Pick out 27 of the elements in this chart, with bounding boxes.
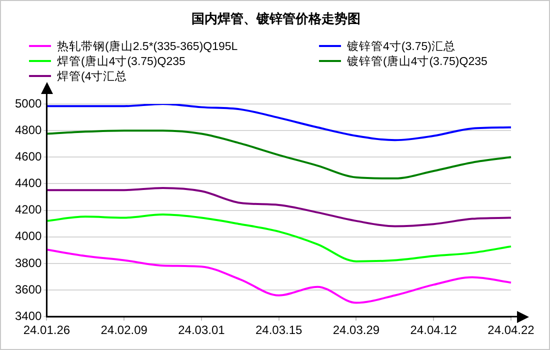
legend-label: 热轧带钢(唐山2.5*(335-365)Q195L [57, 39, 238, 54]
y-tick-label: 4200 [14, 202, 42, 217]
line-series [46, 248, 512, 304]
x-tick-label: 24.02.09 [100, 323, 148, 338]
line-series [46, 214, 512, 262]
y-tick-label: 3400 [14, 308, 42, 323]
line-series [46, 186, 512, 228]
line-series [46, 130, 512, 180]
legend-label: 焊管(唐山4寸(3.75)Q235 [57, 54, 186, 68]
x-tick-label: 24.03.15 [255, 323, 303, 338]
x-tick-label: 24.04.12 [410, 323, 458, 338]
line-series [46, 104, 512, 142]
x-tick-label: 24.04.22 [488, 323, 535, 338]
y-tick-label: 4600 [14, 149, 42, 164]
legend-label: 焊管(4寸汇总 [57, 70, 128, 84]
x-tick-label: 24.03.29 [332, 323, 380, 338]
y-tick-label: 5000 [14, 96, 42, 110]
y-tick-label: 4400 [14, 176, 42, 190]
legend-label: 镀锌管(唐山4寸(3.75)Q235 [347, 54, 488, 68]
y-tick-label: 4800 [14, 122, 42, 137]
x-tick-label: 24.01.26 [23, 323, 70, 338]
x-tick-label: 24.03.01 [178, 323, 226, 338]
chart-title: 国内焊管、镀锌管价格走势图 [190, 10, 362, 28]
y-tick-label: 3800 [14, 256, 42, 270]
legend-label: 镀锌管4寸(3.75)汇总 [347, 40, 456, 54]
y-tick-label: 4000 [14, 229, 42, 244]
y-tick-label: 3600 [14, 282, 42, 296]
